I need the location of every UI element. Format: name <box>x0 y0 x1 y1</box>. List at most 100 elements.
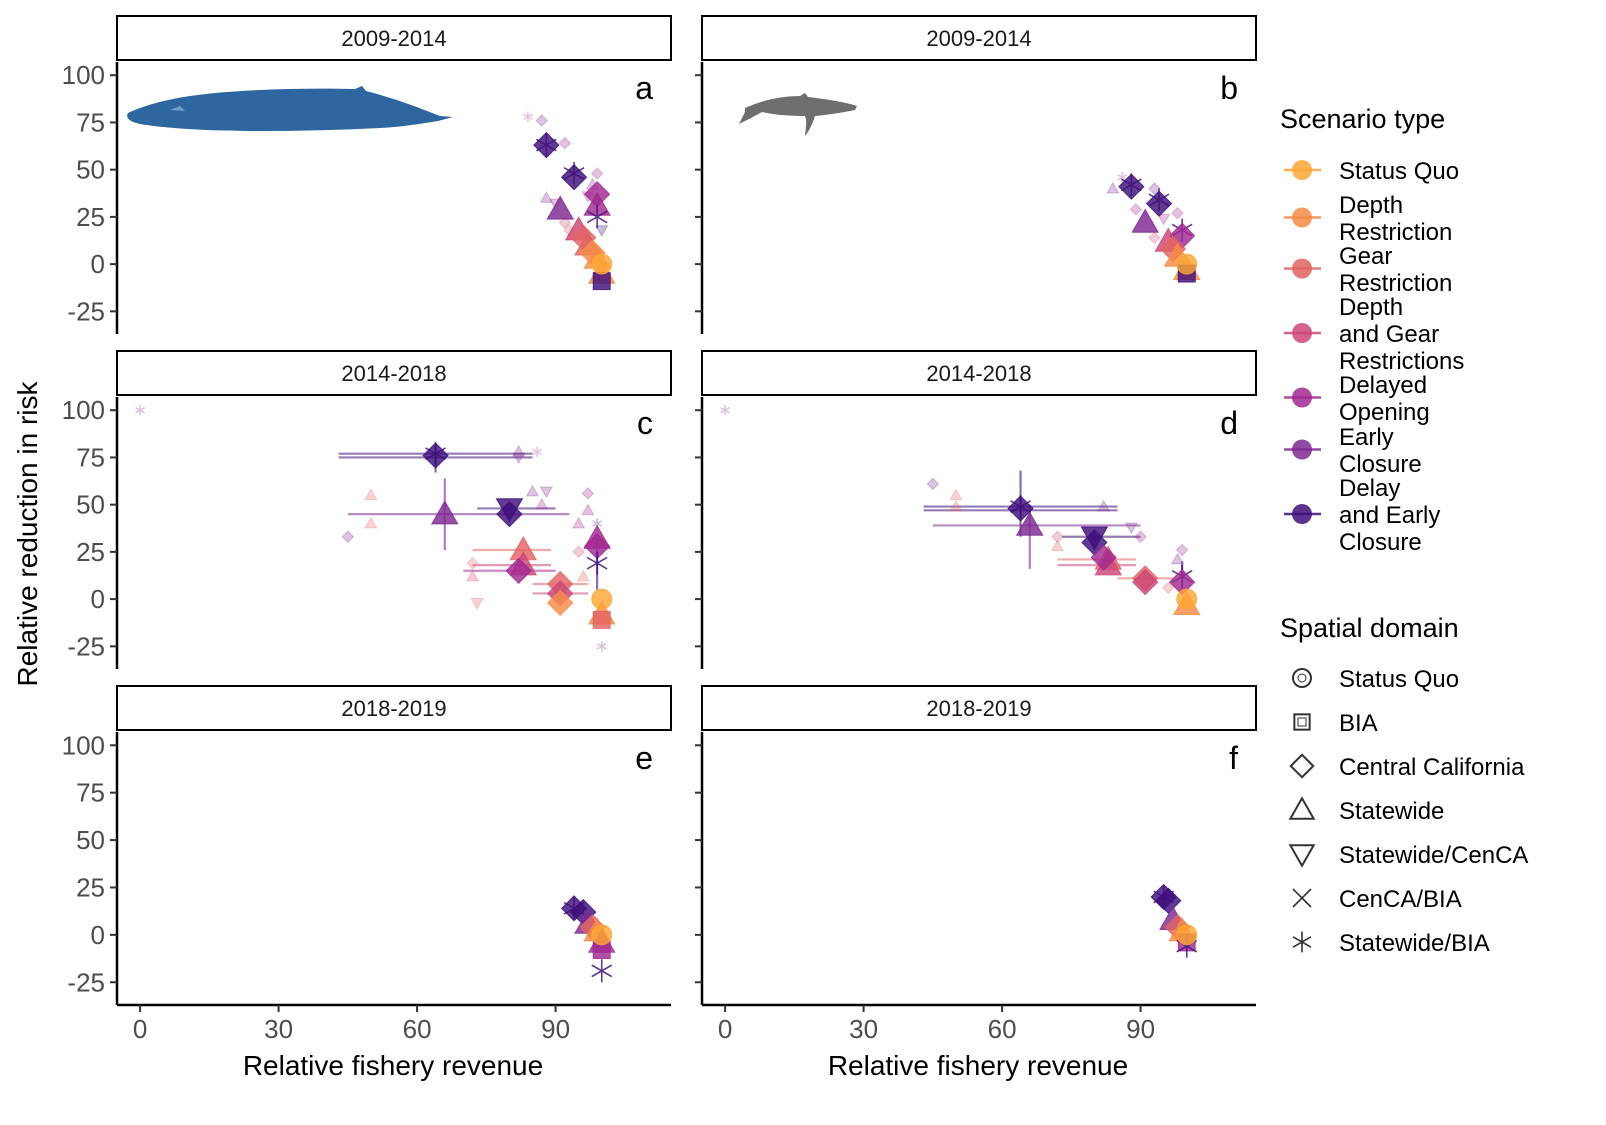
domain-legend-title: Spatial domain <box>1280 613 1459 643</box>
scenario-legend-label: Restriction <box>1339 270 1452 297</box>
domain-legend-item: Central California <box>1289 753 1525 781</box>
x-tick-label: 90 <box>1126 1014 1155 1044</box>
domain-key-triangle-down-icon <box>1288 844 1316 868</box>
data-point <box>581 503 595 516</box>
panel-strip <box>701 15 1257 61</box>
data-point <box>465 569 480 582</box>
y-axis-label: Relative reduction in risk <box>12 380 43 686</box>
data-point <box>1015 511 1044 536</box>
scenario-legend-label: Gear <box>1339 243 1392 270</box>
data-point <box>511 452 526 465</box>
y-tick-label: 100 <box>62 60 105 90</box>
data-point <box>592 610 611 629</box>
data-point <box>596 641 607 652</box>
data-point <box>535 114 549 127</box>
y-tick-label: 100 <box>62 395 105 425</box>
data-point <box>1148 182 1161 195</box>
scenario-legend-label: Delayed <box>1339 372 1427 399</box>
y-tick-label: 75 <box>76 778 105 808</box>
scenario-key-dot <box>1292 323 1312 343</box>
scenario-legend-label: Restriction <box>1339 219 1452 246</box>
data-point <box>1106 181 1120 194</box>
data-point <box>949 488 963 501</box>
panel-strip <box>116 15 672 61</box>
data-point <box>470 598 484 610</box>
domain-legend-label: BIA <box>1339 710 1378 737</box>
panel-strip <box>116 350 672 396</box>
y-tick-label: 100 <box>62 730 105 760</box>
y-tick-label: 25 <box>76 537 105 567</box>
data-point <box>571 516 586 529</box>
domain-key-circle-icon <box>1292 668 1312 688</box>
x-axis-label-left: Relative fishery revenue <box>243 1050 543 1081</box>
data-point <box>1175 543 1189 557</box>
data-point <box>1170 552 1185 565</box>
data-point <box>926 477 940 491</box>
data-point <box>949 499 963 512</box>
data-point <box>720 405 730 416</box>
data-point <box>1129 203 1143 216</box>
x-tick-label: 0 <box>133 1014 147 1044</box>
data-point <box>1156 213 1171 226</box>
x-tick-label: 60 <box>403 1014 432 1044</box>
x-tick-label: 30 <box>849 1014 878 1044</box>
domain-legend-label: Status Quo <box>1339 666 1459 693</box>
x-axis-label-right: Relative fishery revenue <box>828 1050 1128 1081</box>
domain-key-diamond-icon <box>1289 753 1315 779</box>
data-point <box>539 486 554 499</box>
scenario-legend-label: Delay <box>1339 475 1400 502</box>
domain-key-inner <box>1297 717 1307 727</box>
data-point <box>546 589 574 617</box>
y-tick-label: 50 <box>76 490 105 520</box>
scenario-legend-item: Status Quo <box>1284 158 1459 185</box>
data-point <box>592 272 611 291</box>
data-point <box>595 225 609 237</box>
data-point <box>511 444 526 457</box>
humpback-whale-icon <box>739 93 857 136</box>
data-point <box>364 488 378 501</box>
panel-d: 2014-2018 d <box>695 350 1257 669</box>
scenario-key-dot <box>1292 160 1312 180</box>
domain-legend-label: Statewide/CenCA <box>1339 842 1528 869</box>
panel-grid: 2009-2014 100 75 50 25 0 -25 a 2009-2014 b 2014-20… <box>62 15 1257 1044</box>
data-point <box>341 530 355 544</box>
domain-legend-item: BIA <box>1293 710 1378 737</box>
panel-f: 2018-2019 0 30 60 90 f <box>695 685 1257 1044</box>
y-tick-label: 75 <box>76 442 105 472</box>
panel-strip <box>116 685 672 731</box>
panel-strip-label: 2009-2014 <box>926 26 1031 51</box>
data-point <box>1050 539 1065 552</box>
scenario-legend-label: Depth <box>1339 294 1403 321</box>
domain-key-square-icon <box>1293 713 1311 731</box>
data-point <box>591 959 613 983</box>
panel-letter: b <box>1220 70 1238 106</box>
data-point <box>590 167 604 180</box>
x-tick-label: 60 <box>988 1014 1017 1044</box>
data-point <box>422 442 449 469</box>
y-tick-label: 50 <box>76 155 105 185</box>
panel-letter: c <box>637 405 653 441</box>
panel-c: 2014-2018 100 75 50 25 0 -25 c <box>62 350 672 669</box>
data-point <box>558 216 572 229</box>
data-point <box>525 484 540 497</box>
panel-letter: d <box>1220 405 1238 441</box>
panel-strip-label: 2018-2019 <box>926 696 1031 721</box>
data-point <box>430 500 459 525</box>
data-point <box>560 164 588 191</box>
data-point <box>572 545 585 559</box>
y-tick-label: -25 <box>67 296 105 326</box>
data-point <box>1145 190 1173 217</box>
domain-legend-item: Status Quo <box>1292 666 1459 693</box>
panel-strip <box>701 685 1257 731</box>
data-point <box>1090 544 1117 571</box>
scenario-key-dot <box>1292 387 1312 408</box>
data-point <box>532 446 543 457</box>
data-point <box>1118 173 1145 200</box>
data-point <box>558 136 572 150</box>
domain-legend-label: CenCA/BIA <box>1339 886 1462 913</box>
data-point <box>1176 588 1198 610</box>
blue-whale-icon <box>127 86 454 131</box>
data-point <box>522 111 533 122</box>
